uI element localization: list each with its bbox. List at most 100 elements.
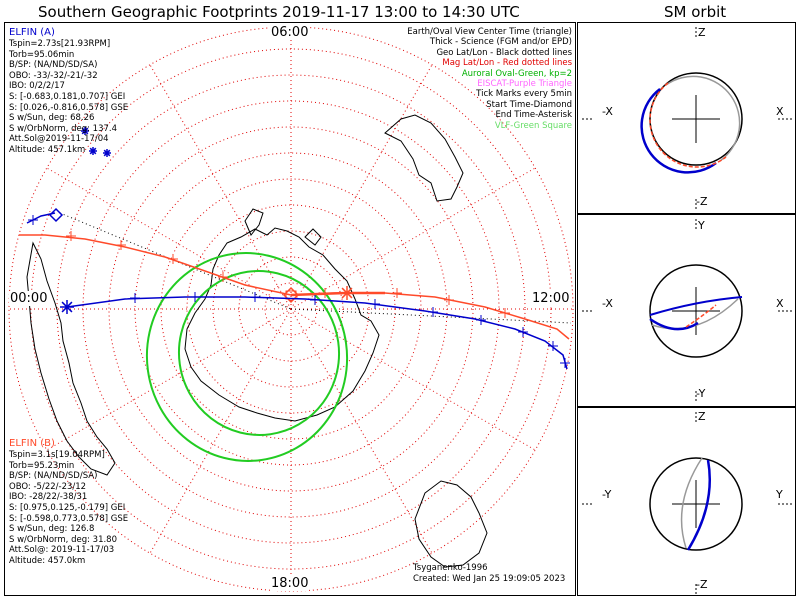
sm-orbit-xz-plot [582, 27, 792, 211]
hour-label-00: 00:00 [9, 291, 49, 306]
axis-label-top: Z [698, 26, 706, 39]
axis-label-bottom: -Z [696, 578, 708, 591]
info-a-line: Altitude: 457.1km [9, 144, 86, 155]
info-a-line: IBO: 0/2/2/17 [9, 81, 65, 92]
info-a-line: OBO: -33/-32/-21/-32 [9, 70, 98, 81]
elfin-b-science-arc [685, 304, 717, 328]
geo-latlon-grid [59, 212, 572, 324]
info-b-line: OBO: -5/22/-23/12 [9, 481, 87, 492]
south-america-coastline [26, 241, 116, 476]
legend-entry: Geo Lat/Lon - Black dotted lines [436, 47, 572, 58]
info-b-line: Altitude: 457.0km [9, 555, 86, 566]
hour-label-18: 18:00 [270, 576, 310, 591]
mag-lon-line [290, 308, 433, 554]
elfin-a-info: ELFIN (A) Tspin=2.73s[21.93RPM] Torb=95.06… [9, 27, 128, 156]
legend-entry: VLF-Green Square [494, 120, 572, 131]
auroral-oval-inner [177, 270, 341, 436]
axis-label-left: -Y [602, 488, 612, 501]
axis-label-bottom: -Z [696, 195, 708, 208]
footprint-map-panel: 06:00 00:00 12:00 18:00 ELFIN (A) Tspin=2… [4, 22, 576, 596]
axis-label-right: X [776, 105, 784, 118]
mag-lat-circle [212, 230, 370, 388]
mag-lat-circle [108, 126, 474, 492]
orbit-end-asterisk [89, 147, 97, 155]
info-b-line: S: [-0.598,0.773,0.578] GSE [9, 513, 129, 524]
elfin-b-orbit [665, 75, 741, 162]
axis-label-right: X [776, 297, 784, 310]
info-a-line: Torb=95.06min [9, 49, 75, 60]
earth-circle [649, 72, 743, 166]
mag-lon-line [290, 167, 536, 310]
sm-orbit-yz-panel: Z -Z -Y Y [577, 407, 796, 596]
mag-lon-line [46, 308, 292, 451]
axis-label-left: -X [602, 297, 613, 310]
legend-entry: Auroral Oval-Green, kp=2 [461, 68, 572, 79]
info-b-line: S: [0.975,0.125,-0.179] GEI [9, 502, 126, 513]
elfin-a-orbit [649, 296, 743, 316]
credits: Tsyganenko-1996 Created: Wed Jan 25 19:0… [413, 563, 565, 584]
mag-lat-circle [56, 74, 526, 544]
info-b-line: IBO: -28/22/-38/31 [9, 492, 88, 503]
legend-entry: Mag Lat/Lon - Red dotted lines [442, 58, 572, 69]
info-a-line: S: [0.026,-0.816,0.578] GSE [9, 102, 129, 113]
mag-lat-circle [160, 178, 422, 440]
legend-entry: Start Time-Diamond [486, 99, 572, 110]
africa-coastline [384, 114, 464, 202]
map-legend: Earth/Oval View Center Time (triangle) Th… [407, 27, 572, 131]
info-b-line: Att.Sol@: 2019-11-17/03 [9, 545, 115, 556]
earth-circle [649, 457, 743, 551]
hour-label-12: 12:00 [531, 291, 571, 306]
info-a-line: S w/Sun, deg: 68.26 [9, 113, 95, 124]
mag-lon-line [290, 308, 536, 451]
mag-lon-line [149, 64, 292, 310]
elfin-a-orbit [640, 88, 717, 174]
axis-label-right: Y [776, 488, 783, 501]
elfin-b-science-arc [649, 82, 727, 168]
info-a-line: S w/OrbNorm, deg: 137.4 [9, 123, 118, 134]
info-a-line: Tspin=2.73s[21.93RPM] [9, 39, 111, 49]
orbit-end-asterisk [81, 127, 89, 135]
axis-label-bottom: -Y [696, 387, 706, 400]
geo-lon-line [290, 308, 572, 324]
elfin-a-science-arc [649, 317, 699, 331]
sm-orbit-xz-panel: Z -Z -X X [577, 22, 796, 214]
legend-entry: Earth/Oval View Center Time (triangle) [407, 27, 572, 37]
axis-label-top: Z [698, 410, 706, 423]
sm-orbit-yz-plot [582, 412, 792, 595]
info-b-line: Torb=95.23min [9, 460, 75, 471]
legend-entry: Thick - Science (FGM and/or EPD) [429, 37, 572, 48]
mag-lon-line [149, 308, 292, 554]
elfin-b-info: ELFIN (B) Tspin=3.1s[19.04RPM] Torb=95.23m… [9, 438, 128, 567]
axis-label-top: Y [698, 219, 705, 232]
elfin-b-orbit [680, 457, 703, 549]
info-b-line: S w/Sun, deg: 126.8 [9, 524, 95, 535]
info-b-line: B/SP: (NA/ND/SD/SA) [9, 471, 98, 482]
elfin-a-end-asterisk [61, 301, 73, 313]
antarctica-coastline [184, 208, 380, 422]
earth-circle [649, 264, 743, 358]
mag-lon-line [46, 167, 292, 310]
info-b-title: ELFIN (B) [9, 438, 55, 449]
info-a-line: Att.Sol@2019-11-17/04 [9, 134, 109, 145]
info-b-line: Tspin=3.1s[19.04RPM] [9, 450, 105, 460]
mag-lat-circle [264, 282, 318, 336]
info-a-title: ELFIN (A) [9, 27, 55, 38]
created-label: Created: Wed Jan 25 19:09:05 2023 [413, 573, 566, 584]
page-title: Southern Geographic Footprints 2019-11-1… [38, 3, 520, 21]
info-a-line: S: [-0.683,0.181,0.707] GEI [9, 91, 126, 102]
auroral-oval [145, 252, 349, 462]
elfin-a-orbit [686, 459, 712, 551]
hour-label-06: 06:00 [270, 25, 310, 40]
model-label: Tsyganenko-1996 [413, 563, 488, 573]
elfin-b-science-segment [290, 291, 385, 297]
orbit-end-asterisk [103, 149, 111, 157]
legend-entry: Tick Marks every 5min [476, 89, 572, 100]
axis-label-left: -X [602, 105, 613, 118]
info-b-line: S w/OrbNorm, deg: 31.80 [9, 534, 118, 545]
sm-orbit-xy-panel: Y -Y -X X [577, 214, 796, 407]
polar-map-canvas [8, 26, 574, 592]
mag-lon-line [290, 64, 433, 310]
elfin-b-footprint-track [19, 234, 570, 340]
elfin-b-end-asterisk [341, 287, 353, 299]
geo-lon-line [59, 212, 292, 310]
